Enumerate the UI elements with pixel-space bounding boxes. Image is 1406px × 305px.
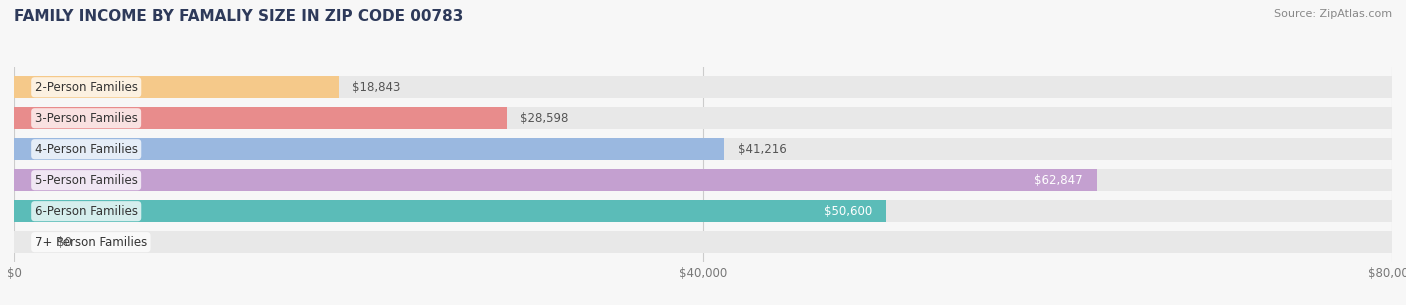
Text: $18,843: $18,843 xyxy=(353,81,401,94)
Text: 6-Person Families: 6-Person Families xyxy=(35,205,138,218)
Text: $41,216: $41,216 xyxy=(738,143,786,156)
Text: 4-Person Families: 4-Person Families xyxy=(35,143,138,156)
Bar xyxy=(14,138,1392,160)
Bar xyxy=(14,76,339,99)
Text: $62,847: $62,847 xyxy=(1033,174,1083,187)
Text: Source: ZipAtlas.com: Source: ZipAtlas.com xyxy=(1274,9,1392,19)
Bar xyxy=(14,169,1097,191)
Text: FAMILY INCOME BY FAMALIY SIZE IN ZIP CODE 00783: FAMILY INCOME BY FAMALIY SIZE IN ZIP COD… xyxy=(14,9,464,24)
Bar xyxy=(14,76,1392,99)
Bar xyxy=(14,169,1392,191)
Bar xyxy=(14,200,1392,222)
Bar xyxy=(14,107,506,129)
Bar xyxy=(14,107,1392,129)
Bar xyxy=(14,138,724,160)
Text: $50,600: $50,600 xyxy=(824,205,872,218)
Text: $28,598: $28,598 xyxy=(520,112,569,125)
Text: 5-Person Families: 5-Person Families xyxy=(35,174,138,187)
Text: $0: $0 xyxy=(58,236,72,249)
Text: 3-Person Families: 3-Person Families xyxy=(35,112,138,125)
Bar xyxy=(14,231,1392,253)
Text: 7+ Person Families: 7+ Person Families xyxy=(35,236,148,249)
Text: 2-Person Families: 2-Person Families xyxy=(35,81,138,94)
Bar xyxy=(14,200,886,222)
